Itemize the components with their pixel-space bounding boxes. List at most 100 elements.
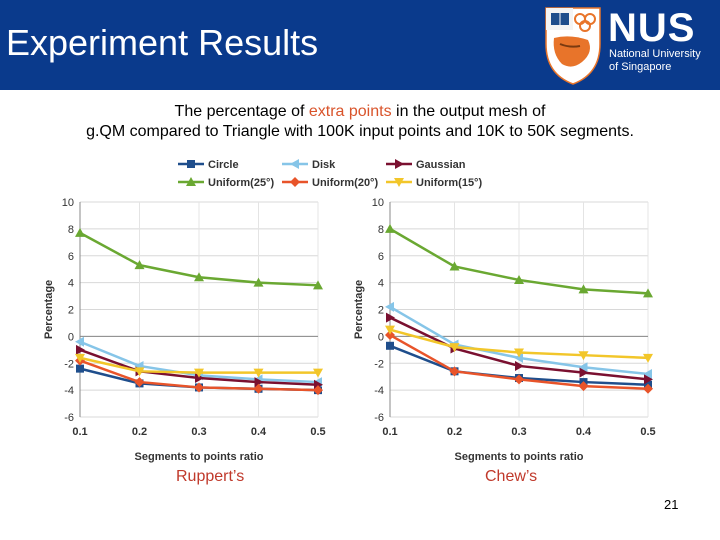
chart-0: 10 8 6 4 2 0 -2 -4 -6 0.1 0.2 0.3 0.4 0.5 Segments to …: [43, 197, 326, 463]
legend-item: Uniform(20°): [282, 177, 378, 189]
x-tick-label: 0.1: [72, 426, 87, 438]
legend-item: Disk: [282, 159, 336, 171]
chart-caption: The percentage of extra points in the ou…: [0, 102, 720, 142]
y-tick-label: -6: [64, 412, 74, 424]
data-point: [385, 301, 394, 312]
slide-title: Experiment Results: [6, 22, 319, 63]
page-number: 21: [664, 497, 679, 512]
y-tick-label: 0: [378, 331, 384, 343]
data-point: [254, 377, 264, 388]
series-gaussian: [76, 344, 323, 390]
data-point: [514, 352, 523, 363]
data-point: [643, 383, 653, 394]
x-tick-label: 0.1: [382, 426, 397, 438]
data-point: [578, 381, 589, 392]
left-chart-label: Ruppert’s: [176, 468, 245, 485]
data-point: [385, 223, 395, 233]
data-point: [75, 227, 85, 237]
x-tick-label: 0.2: [132, 426, 147, 438]
y-tick-label: 2: [68, 305, 74, 317]
data-point: [643, 288, 653, 298]
y-tick-label: 10: [372, 197, 384, 209]
logo-text: NUS: [608, 6, 696, 50]
y-axis-label: Percentage: [43, 280, 55, 339]
y-tick-label: 8: [378, 224, 384, 236]
series-uniform-15-: [385, 325, 653, 363]
legend-item: Uniform(15°): [386, 177, 482, 189]
y-tick-label: 0: [68, 331, 74, 343]
legend-label: Uniform(20°): [312, 177, 378, 189]
x-tick-label: 0.4: [576, 426, 592, 438]
data-point: [253, 368, 264, 378]
data-point: [579, 367, 589, 378]
y-tick-label: 2: [378, 305, 384, 317]
data-point: [76, 344, 85, 355]
y-tick-label: 10: [62, 197, 74, 209]
series-uniform-25-: [385, 223, 653, 298]
data-point: [515, 360, 524, 371]
logo-subtitle-line2: of Singapore: [609, 61, 672, 73]
data-point: [313, 368, 323, 378]
nus-crest-icon: [540, 4, 716, 86]
legend-item: Uniform(25°): [178, 177, 274, 189]
legend-item: Circle: [178, 159, 239, 171]
data-point: [449, 261, 460, 271]
y-tick-label: -2: [374, 358, 384, 370]
data-point: [385, 325, 395, 335]
data-point: [644, 374, 653, 385]
data-point: [578, 351, 589, 361]
x-tick-label: 0.3: [191, 426, 206, 438]
data-point: [313, 280, 323, 290]
data-point: [194, 382, 204, 393]
y-tick-label: -2: [64, 358, 74, 370]
chart-1: 10 8 6 4 2 0 -2 -4 -6 0.1 0.2 0.3 0.4 0.5 Segments to …: [353, 197, 656, 463]
series-uniform-15-: [75, 353, 323, 378]
data-point: [643, 369, 652, 379]
data-point: [76, 364, 84, 373]
series-uniform-20-: [385, 330, 653, 394]
y-tick-label: 6: [68, 251, 74, 263]
data-point: [514, 374, 524, 385]
caption-line1: The percentage of extra points in the ou…: [0, 102, 720, 122]
y-tick-label: 4: [378, 278, 384, 290]
data-point: [643, 353, 653, 363]
caption-line2: g.QM compared to Triangle with 100K inpu…: [86, 123, 634, 140]
data-point: [449, 343, 460, 353]
x-tick-label: 0.4: [251, 426, 267, 438]
data-point: [195, 373, 204, 384]
data-point: [514, 274, 524, 284]
x-tick-label: 0.3: [511, 426, 526, 438]
data-point: [75, 353, 85, 363]
x-tick-label: 0.5: [640, 426, 655, 438]
data-point: [253, 383, 264, 394]
y-tick-label: 6: [378, 251, 384, 263]
x-axis-label: Segments to points ratio: [135, 451, 264, 463]
y-axis-label: Percentage: [353, 280, 365, 339]
x-tick-label: 0.2: [447, 426, 462, 438]
logo-subtitle: National University of Singapore: [609, 48, 701, 74]
data-point: [385, 330, 395, 341]
data-point: [313, 385, 323, 396]
data-point: [578, 362, 588, 373]
logo-subtitle-line1: National University: [609, 48, 701, 60]
data-point: [386, 341, 394, 350]
caption-part2: in the output mesh of: [391, 103, 546, 120]
legend-marker: [394, 178, 404, 187]
y-tick-label: 8: [68, 224, 74, 236]
legend-label: Disk: [312, 159, 336, 171]
data-point: [194, 368, 204, 378]
slide-header: Experiment Results NUS National Universi…: [0, 0, 720, 90]
legend-label: Uniform(15°): [416, 177, 482, 189]
legend: Circle Disk Gaussian Uniform(25°) Uniform(20…: [178, 159, 482, 189]
x-tick-label: 0.5: [310, 426, 325, 438]
charts-figure: Circle Disk Gaussian Uniform(25°) Uniform(20…: [43, 159, 656, 463]
data-point: [134, 377, 145, 388]
data-point: [449, 366, 460, 377]
right-chart-label: Chew’s: [485, 468, 538, 485]
caption-part1: The percentage of: [174, 103, 309, 120]
y-tick-label: -6: [374, 412, 384, 424]
legend-label: Gaussian: [416, 159, 466, 171]
legend-label: Uniform(25°): [208, 177, 274, 189]
data-point: [386, 312, 395, 323]
y-tick-label: 4: [68, 278, 74, 290]
